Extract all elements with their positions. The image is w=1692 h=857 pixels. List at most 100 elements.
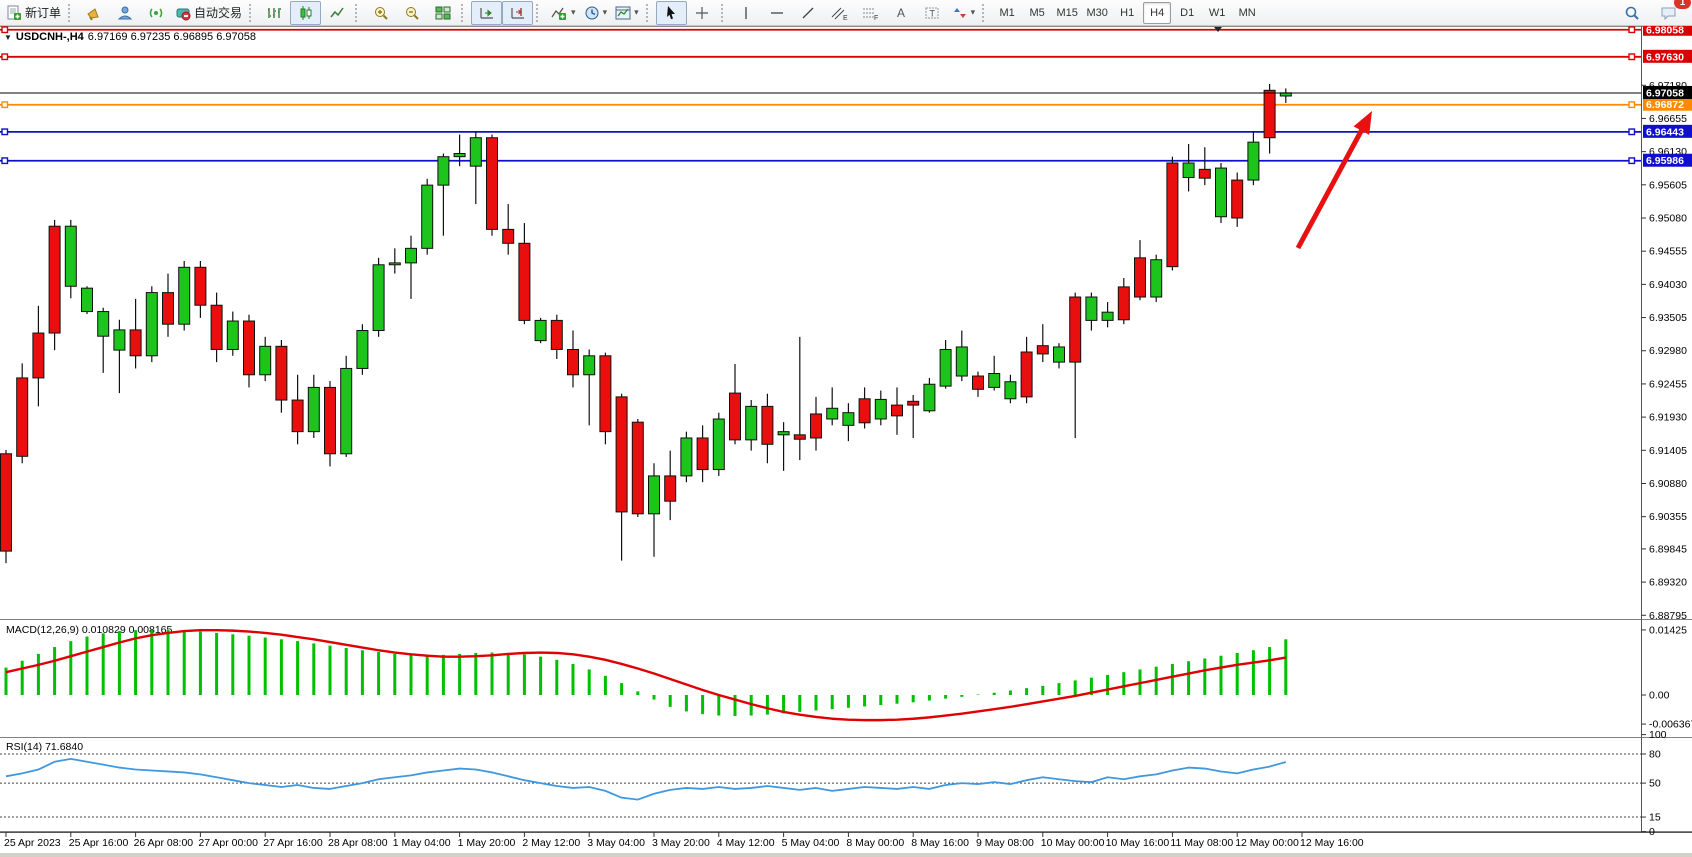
line-handle[interactable]	[1, 53, 9, 61]
candle	[891, 404, 903, 417]
cursor-button[interactable]	[655, 0, 687, 25]
candle	[1247, 141, 1260, 181]
market-watch-button[interactable]	[78, 1, 109, 25]
candle	[16, 377, 29, 457]
bar-chart-icon	[267, 5, 283, 21]
vertical-line-button[interactable]	[731, 1, 762, 25]
line-handle[interactable]	[1628, 101, 1636, 109]
signals-button[interactable]	[140, 1, 171, 25]
line-handle[interactable]	[1628, 26, 1636, 34]
zoom-in-icon	[373, 5, 389, 21]
price-tick-label: 6.92980	[1649, 345, 1687, 357]
search-button[interactable]	[1616, 1, 1647, 25]
new-order-button[interactable]: 新订单	[2, 1, 65, 25]
arrows-button[interactable]: ▾	[948, 1, 980, 25]
top-toolbar: 新订单 自动交易	[0, 0, 1692, 26]
chat-button[interactable]: 1	[1653, 0, 1691, 25]
candle	[81, 287, 93, 313]
time-tick-label: 10 May 00:00	[1041, 837, 1105, 849]
chart-background	[0, 26, 1692, 853]
timeframe-M30[interactable]: M30	[1086, 6, 1108, 19]
line-handle[interactable]	[1628, 128, 1636, 136]
autotrade-button[interactable]: 自动交易	[171, 1, 246, 25]
candle	[696, 437, 709, 471]
time-tick-label: 3 May 20:00	[652, 837, 710, 849]
line-handle[interactable]	[1, 26, 9, 34]
current-price-label: 6.97058	[1646, 87, 1684, 99]
candle	[324, 386, 336, 455]
annotation-arrow[interactable]	[1295, 120, 1369, 250]
candle	[1215, 167, 1227, 218]
timeframe-M5[interactable]: M5	[1029, 6, 1045, 19]
timeframe-M1[interactable]: M1	[999, 6, 1015, 19]
fibonacci-button[interactable]: F	[855, 1, 886, 25]
time-tick-label: 2 May 12:00	[522, 837, 580, 849]
timeframe-H4[interactable]: H4	[1143, 1, 1172, 24]
toolbar-separator	[982, 3, 988, 22]
timeframe-MN[interactable]: MN	[1238, 6, 1256, 19]
template-icon	[615, 5, 631, 21]
candle	[243, 320, 255, 376]
line-handle[interactable]	[1, 128, 9, 136]
chart-shift-button[interactable]	[502, 0, 534, 25]
candlestick-chart-button[interactable]	[290, 0, 322, 25]
timeframe-H1[interactable]: H1	[1120, 6, 1135, 19]
templates-button[interactable]: ▾	[611, 1, 643, 25]
periods-button[interactable]: ▾	[580, 1, 612, 25]
dropdown-caret: ▾	[602, 7, 608, 17]
indicators-button[interactable]: ▾	[546, 1, 580, 25]
candle	[810, 413, 822, 439]
timeframe-W1[interactable]: W1	[1208, 6, 1226, 19]
candle	[226, 320, 239, 350]
timeframe-D1[interactable]: D1	[1180, 6, 1195, 19]
crosshair-button[interactable]	[687, 1, 718, 25]
candle	[1036, 345, 1049, 355]
time-tick-label: 11 May 08:00	[1170, 837, 1233, 849]
candle	[291, 399, 304, 433]
svg-text:F: F	[874, 15, 878, 21]
line-chart-button[interactable]	[321, 1, 352, 25]
dropdown-caret: ▾	[970, 7, 976, 17]
line-handle[interactable]	[1, 157, 9, 165]
window-bottom-edge	[0, 853, 1692, 857]
rsi-axis-label: 15	[1649, 812, 1661, 824]
line-handle[interactable]	[1628, 157, 1636, 165]
text-button[interactable]: A	[886, 1, 917, 25]
line-handle[interactable]	[1628, 53, 1636, 61]
candle	[972, 375, 984, 390]
candle	[567, 348, 579, 376]
price-tick-label: 6.90880	[1649, 478, 1687, 490]
tile-windows-button[interactable]	[427, 1, 458, 25]
macd-axis-label: -0.006367	[1649, 719, 1692, 731]
line-handle[interactable]	[1, 101, 9, 109]
trendline-button[interactable]	[793, 1, 824, 25]
toolbar-separator	[249, 3, 255, 22]
chart-canvas[interactable]: 6.971806.966556.961306.956056.950806.945…	[0, 26, 1692, 853]
time-tick-label: 9 May 08:00	[976, 837, 1034, 849]
candle	[1166, 162, 1179, 268]
toolbar-separator	[720, 3, 727, 22]
text-label-button[interactable]: T	[917, 1, 948, 25]
horizontal-line-button[interactable]	[762, 1, 793, 25]
time-tick-label: 28 Apr 08:00	[328, 837, 388, 849]
candle	[113, 329, 126, 351]
time-tick-label: 1 May 04:00	[393, 837, 451, 849]
candle	[599, 355, 612, 433]
community-button[interactable]	[109, 1, 140, 25]
auto-scroll-button[interactable]	[471, 0, 503, 25]
price-line-label-bg	[1643, 153, 1692, 167]
candle	[1069, 296, 1082, 363]
candle	[421, 184, 434, 249]
equidistant-channel-button[interactable]: E	[824, 1, 855, 25]
time-tick-label: 4 May 12:00	[717, 837, 775, 849]
bar-chart-button[interactable]	[259, 1, 290, 25]
candle	[1182, 162, 1195, 179]
annotation-arrow-head[interactable]	[1353, 111, 1372, 135]
zoom-in-button[interactable]	[365, 1, 396, 25]
price-line-label: 6.98058	[1646, 26, 1684, 36]
timeframe-M15[interactable]: M15	[1056, 6, 1078, 19]
zoom-out-button[interactable]	[396, 1, 427, 25]
chart-menu-caret-icon[interactable]: ▼	[4, 32, 12, 42]
candle	[518, 242, 531, 321]
candle	[97, 311, 110, 337]
